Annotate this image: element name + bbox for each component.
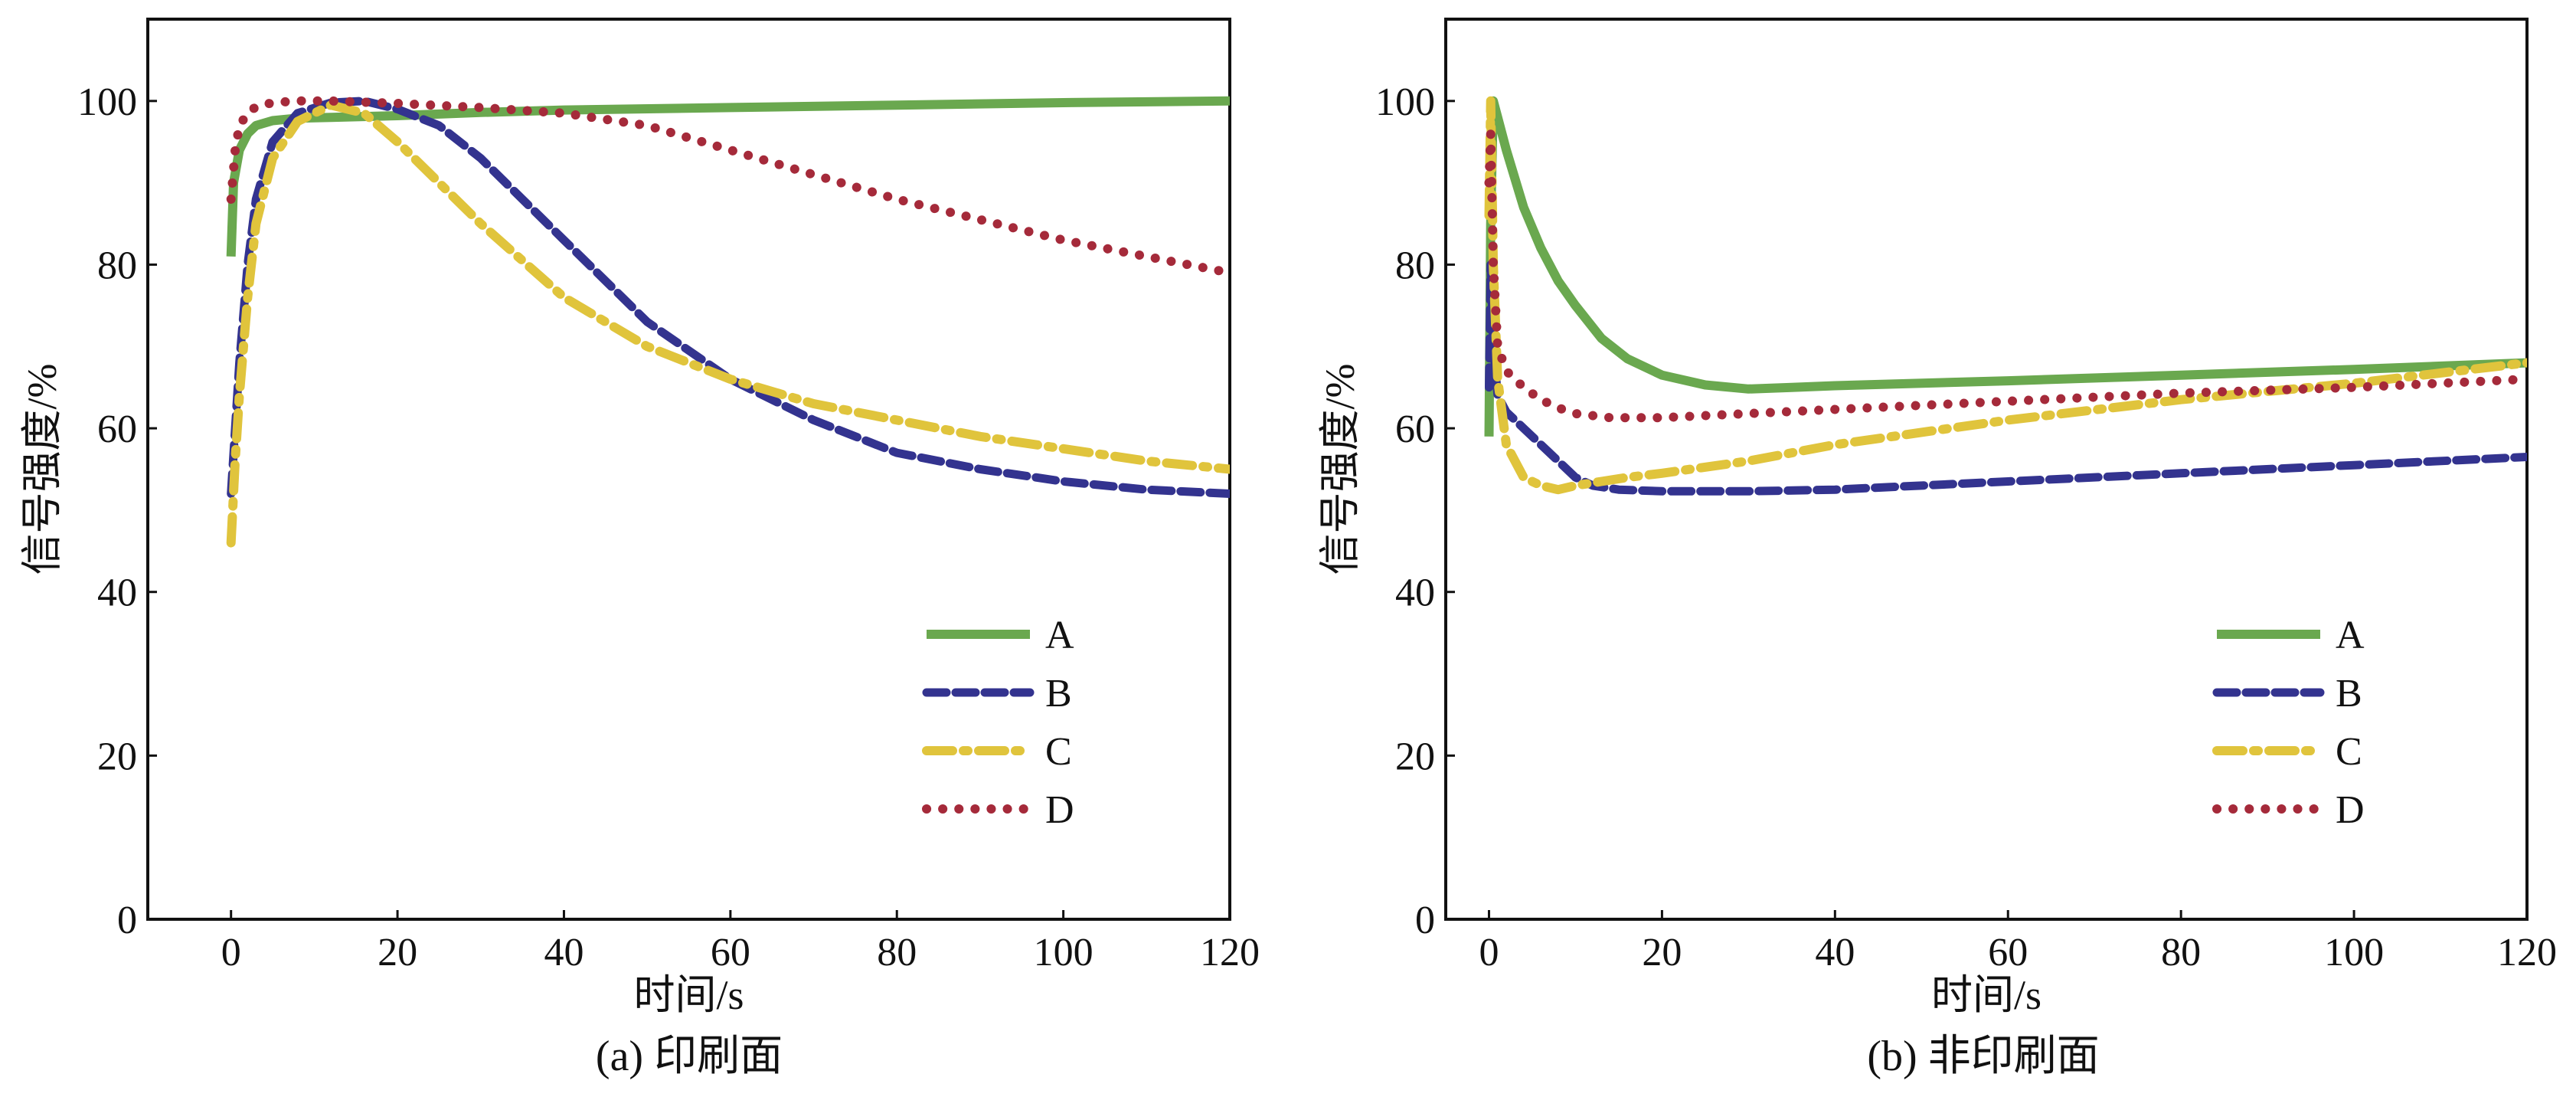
legend-label-c: C [1045, 730, 1072, 774]
chart-panel-a: 0 20 40 60 80 100 120 0 20 40 60 80 100 时间/s 信号强度/% (a)… [19, 18, 1260, 1080]
y-tick-label: 0 [1415, 899, 1435, 942]
x-tick-label: 80 [877, 931, 917, 974]
x-tick-label: 40 [1815, 931, 1855, 974]
series-line-d [1484, 129, 2527, 423]
legend-label-d: D [1045, 788, 1074, 832]
x-tick-label: 0 [1479, 931, 1499, 974]
series-line-a [1484, 96, 2527, 437]
y-tick-label: 60 [1395, 408, 1435, 451]
legend-label-d: D [2336, 788, 2365, 832]
y-tick-label: 60 [97, 408, 137, 451]
y-tick-label: 40 [97, 571, 137, 615]
chart-panel-b: 0 20 40 60 80 100 120 0 20 40 60 80 100 时间/s 信号强度/% (b)… [1317, 18, 2557, 1080]
y-tick-label: 20 [1395, 735, 1435, 778]
x-tick-label: 20 [378, 931, 417, 974]
x-tick-label: 60 [711, 931, 750, 974]
y-tick-label: 100 [77, 80, 137, 124]
y-tick-label: 40 [1395, 571, 1435, 615]
y-axis-title: 信号强度/% [19, 364, 65, 575]
series-line-a [226, 96, 1230, 257]
y-tick-label: 20 [97, 735, 137, 778]
y-tick-label: 0 [117, 899, 137, 942]
legend-label-b: B [1045, 672, 1072, 715]
x-tick-label: 20 [1642, 931, 1682, 974]
y-tick-label: 80 [97, 244, 137, 287]
series-group [226, 96, 1230, 548]
x-tick-label: 120 [2497, 931, 2557, 974]
series-line-c [226, 100, 1230, 548]
legend-label-c: C [2336, 730, 2362, 774]
legend-label-b: B [2336, 672, 2362, 715]
x-axis-title: 时间/s [633, 972, 744, 1018]
x-tick-label: 120 [1200, 931, 1260, 974]
plot-frame [1444, 18, 2529, 921]
x-axis-title: 时间/s [1931, 972, 2042, 1018]
legend-label-a: A [1045, 614, 1074, 657]
y-axis-title: 信号强度/% [1317, 364, 1363, 575]
y-tick-label: 100 [1375, 80, 1435, 124]
panel-caption: (a) 印刷面 [596, 1033, 783, 1080]
x-tick-label: 0 [221, 931, 241, 974]
x-tick-label: 60 [1988, 931, 2028, 974]
x-tick-label: 80 [2161, 931, 2201, 974]
series-group [1484, 96, 2527, 496]
series-line-d [226, 96, 1230, 278]
series-line-c [1484, 96, 2527, 495]
legend-label-a: A [2336, 614, 2365, 657]
x-tick-label: 100 [1034, 931, 1093, 974]
x-tick-label: 40 [544, 931, 584, 974]
x-tick-label: 100 [2324, 931, 2384, 974]
y-tick-label: 80 [1395, 244, 1435, 287]
panel-caption: (b) 非印刷面 [1867, 1033, 2099, 1080]
